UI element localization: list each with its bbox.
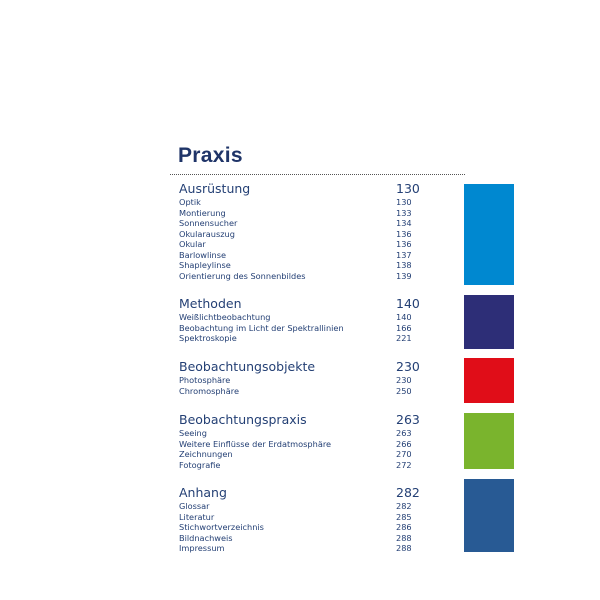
section-page-number: 282 [396,485,420,500]
section-color-tab [464,479,514,552]
toc-entry[interactable]: Impressum 288 [179,543,419,554]
toc-entry[interactable]: Chromosphäre 250 [179,386,419,397]
toc-section: Beobachtungsobjekte 230 Photosphäre 230 Chro… [179,359,420,397]
entry-label: Spektroskopie [179,333,237,343]
section-page-number: 130 [396,181,420,196]
entry-page-number: 136 [396,239,412,249]
entry-page-number: 266 [396,438,412,449]
entry-page-number: 230 [396,375,412,385]
entry-label: Impressum [179,543,225,553]
section-heading[interactable]: Beobachtungsobjekte 230 [179,359,420,375]
entry-label: Optik [179,197,201,207]
entry-label: Literatur [179,511,215,522]
entry-page-number: 221 [396,333,412,343]
toc-entry[interactable]: Montierung 133 [179,208,419,219]
toc-entry[interactable]: Photosphäre 230 [179,375,419,386]
entry-label: Glossar [179,501,210,511]
toc-section: Methoden 140 Weißlichtbeobachtung 140 Beobac… [179,296,420,344]
toc-entry[interactable]: Weitere Einflüsse der Erdatmosphäre 266 [179,439,419,450]
toc-entry[interactable]: Bildnachweis 288 [179,533,419,544]
entry-label: Bildnachweis [179,532,233,543]
entry-page-number: 138 [396,260,412,270]
toc-entry[interactable]: Glossar 282 [179,501,419,512]
toc-entry[interactable]: Shapleylinse 138 [179,260,419,271]
entry-label: Beobachtung im Licht der Spektrallinien [179,322,344,333]
entry-page-number: 133 [396,207,412,218]
entry-page-number: 134 [396,218,412,228]
entry-page-number: 285 [396,511,412,522]
toc-entry[interactable]: Fotografie 272 [179,460,419,471]
entry-label: Zeichnungen [179,449,233,459]
toc-entry[interactable]: Optik 130 [179,197,419,208]
entry-page-number: 166 [396,322,412,333]
entry-page-number: 250 [396,385,412,396]
entry-label: Stichwortverzeichnis [179,522,264,532]
entry-page-number: 286 [396,522,412,532]
section-heading[interactable]: Anhang 282 [179,485,420,501]
toc-entry[interactable]: Stichwortverzeichnis 286 [179,522,419,533]
entry-label: Sonnensucher [179,218,238,228]
entry-page-number: 140 [396,312,412,322]
toc-section: Ausrüstung 130 Optik 130 Montierung 133 Sonnen… [179,181,420,282]
toc-entry[interactable]: Barlowlinse 137 [179,250,419,261]
section-color-tab [464,413,514,469]
section-title: Methoden [179,296,242,311]
toc-entry[interactable]: Beobachtung im Licht der Spektrallinien 1… [179,323,419,334]
entry-label: Okularauszug [179,228,235,239]
entry-label: Orientierung des Sonnenbildes [179,270,306,281]
entry-label: Montierung [179,207,226,218]
dotted-divider [170,174,465,175]
toc-entry[interactable]: Orientierung des Sonnenbildes 139 [179,271,419,282]
entry-label: Seeing [179,428,207,438]
entry-label: Barlowlinse [179,249,227,260]
entry-page-number: 136 [396,228,412,239]
entry-label: Photosphäre [179,375,231,385]
section-title: Anhang [179,485,227,500]
entry-label: Okular [179,239,206,249]
section-title: Ausrüstung [179,181,251,196]
section-page-number: 263 [396,412,420,427]
entry-page-number: 288 [396,532,412,543]
toc-entry[interactable]: Okularauszug 136 [179,229,419,240]
entry-page-number: 139 [396,270,412,281]
section-heading[interactable]: Ausrüstung 130 [179,181,420,197]
toc-entry[interactable]: Spektroskopie 221 [179,333,419,344]
entry-page-number: 137 [396,249,412,260]
entry-label: Chromosphäre [179,385,239,396]
entry-label: Shapleylinse [179,260,231,270]
entry-page-number: 282 [396,501,412,511]
section-color-tab [464,358,514,403]
entry-label: Weißlichtbeobachtung [179,312,271,322]
toc-entry[interactable]: Okular 136 [179,239,419,250]
section-color-tab [464,295,514,349]
toc-entry[interactable]: Seeing 263 [179,428,419,439]
entry-page-number: 130 [396,197,412,207]
section-color-tab [464,184,514,285]
section-title: Beobachtungspraxis [179,412,307,427]
section-title: Beobachtungsobjekte [179,359,316,374]
entry-page-number: 263 [396,428,412,438]
section-page-number: 140 [396,296,420,311]
toc-entry[interactable]: Zeichnungen 270 [179,449,419,460]
page-title: Praxis [178,144,243,167]
toc-entry[interactable]: Sonnensucher 134 [179,218,419,229]
toc-entry[interactable]: Weißlichtbeobachtung 140 [179,312,419,323]
toc-section: Beobachtungspraxis 263 Seeing 263 Weitere Ei… [179,412,420,471]
entry-label: Fotografie [179,459,221,470]
entry-label: Weitere Einflüsse der Erdatmosphäre [179,438,332,449]
toc-section: Anhang 282 Glossar 282 Literatur 285 Stichwort… [179,485,420,554]
toc-entry[interactable]: Literatur 285 [179,512,419,523]
section-page-number: 230 [396,359,420,374]
entry-page-number: 270 [396,449,412,459]
entry-page-number: 288 [396,543,412,553]
section-heading[interactable]: Beobachtungspraxis 263 [179,412,420,428]
section-heading[interactable]: Methoden 140 [179,296,420,312]
entry-page-number: 272 [396,459,412,470]
